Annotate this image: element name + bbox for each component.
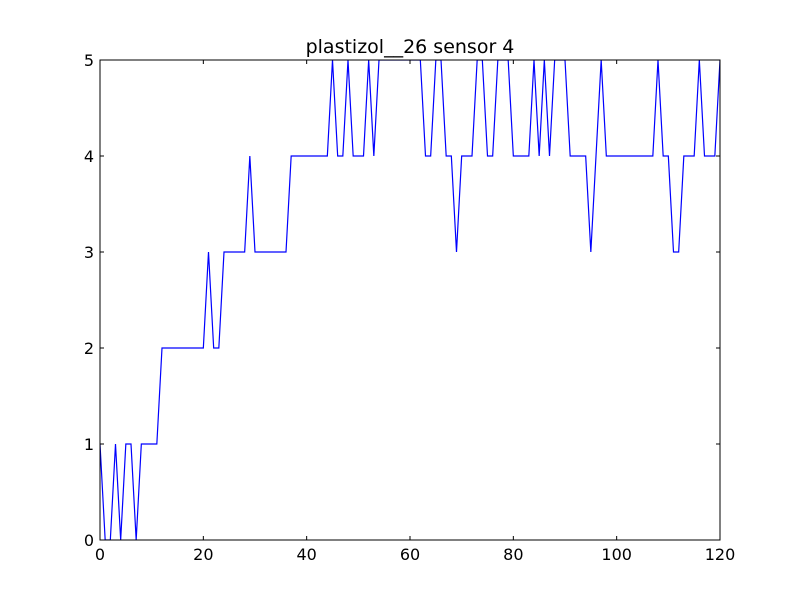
y-tick-label: 4: [84, 147, 94, 166]
ticks-layer: 0 20 40 60 80 100 120 0 1 2 3 4 5: [84, 51, 735, 564]
y-tick-label: 0: [84, 531, 94, 550]
y-tick-label: 5: [84, 51, 94, 70]
y-tick-label: 3: [84, 243, 94, 262]
plot-area-frame: [99, 59, 721, 541]
x-tick-label: 0: [95, 545, 105, 564]
series-line-0: [100, 60, 720, 540]
chart-title: plastizol__26 sensor 4: [306, 36, 515, 58]
x-tick-label: 80: [503, 545, 523, 564]
y-tick-label: 1: [84, 435, 94, 454]
x-tick-label: 100: [601, 545, 632, 564]
x-tick-label: 120: [705, 545, 736, 564]
x-tick-label: 40: [296, 545, 316, 564]
x-tick-label: 60: [400, 545, 420, 564]
y-tick-label: 2: [84, 339, 94, 358]
series-layer: [100, 60, 720, 540]
x-tick-label: 20: [193, 545, 213, 564]
